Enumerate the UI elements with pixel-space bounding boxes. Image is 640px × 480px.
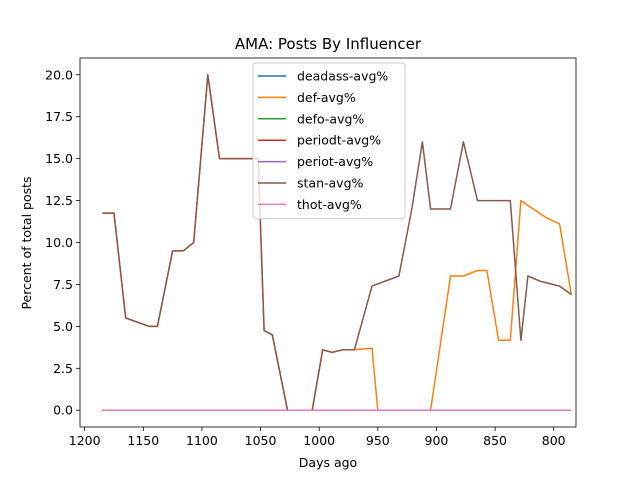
x-tick-label: 1050 [245, 433, 277, 448]
axes-group: 1200 1150 1100 1050 1000 950 900 850 800 0.0 2.5 5.… [45, 57, 577, 448]
chart-title: AMA: Posts By Influencer [235, 35, 422, 53]
x-tick-label: 1150 [127, 433, 159, 448]
legend-box [252, 62, 406, 220]
legend-label: thot-avg% [297, 197, 362, 212]
y-tick-label: 2.5 [53, 361, 73, 376]
x-tick-label: 1000 [303, 433, 335, 448]
legend-label: defo-avg% [297, 111, 364, 126]
legend: deadass-avg% def-avg% defo-avg% periodt-avg… [252, 62, 406, 220]
y-tick-label: 7.5 [53, 277, 73, 292]
x-tick-label: 850 [483, 433, 507, 448]
x-tick-label: 1100 [186, 433, 218, 448]
x-axis-label: Days ago [299, 455, 357, 470]
y-tick-label: 12.5 [45, 193, 73, 208]
legend-label: periot-avg% [297, 154, 373, 169]
y-tick-label: 10.0 [45, 235, 73, 250]
x-tick-label: 900 [425, 433, 449, 448]
series-line-stan-avg- [102, 74, 572, 411]
legend-label: stan-avg% [297, 176, 363, 191]
x-tick-label: 800 [542, 433, 566, 448]
series-group [102, 74, 573, 411]
x-tick-label: 950 [366, 433, 390, 448]
y-axis-label: Percent of total posts [19, 176, 34, 309]
y-tick-label: 0.0 [53, 403, 73, 418]
y-tick-label: 15.0 [45, 151, 73, 166]
y-tick-label: 20.0 [45, 67, 73, 82]
x-tick-label: 1200 [69, 433, 101, 448]
legend-label: def-avg% [297, 90, 356, 105]
y-tick-label: 5.0 [53, 319, 73, 334]
y-tick-label: 17.5 [45, 109, 73, 124]
legend-label: deadass-avg% [297, 69, 388, 84]
legend-label: periodt-avg% [297, 133, 381, 148]
